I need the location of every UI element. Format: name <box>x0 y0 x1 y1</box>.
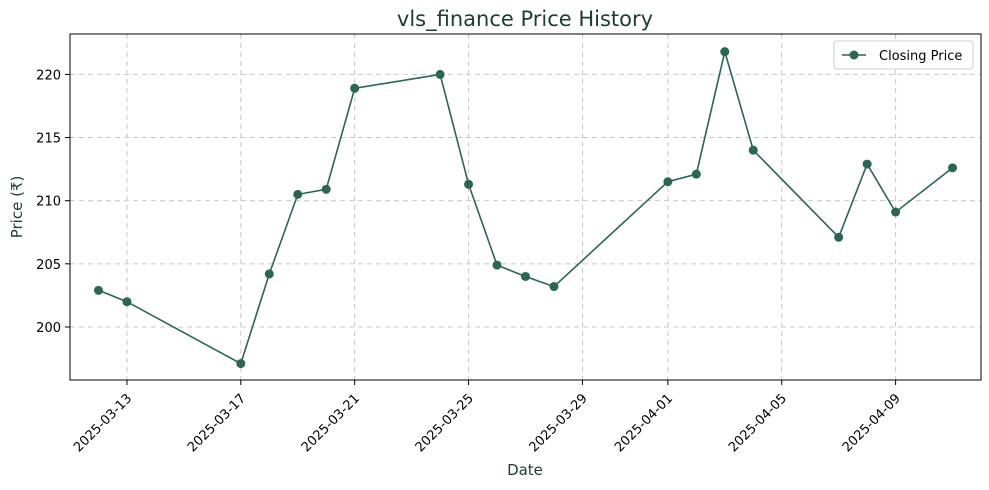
data-point <box>862 159 872 169</box>
y-axis: 200 205 210 215 220 <box>36 68 70 336</box>
legend-box <box>833 40 974 70</box>
data-point <box>691 169 701 179</box>
data-point <box>748 145 758 155</box>
plot-frame <box>69 33 982 381</box>
chart-title: vls_finance Price History <box>397 7 653 32</box>
data-point <box>264 269 274 279</box>
x-tick-label: 2025-03-17 <box>185 391 249 455</box>
series-line-closing-price <box>98 48 953 365</box>
y-tick-label: 210 <box>36 195 61 210</box>
x-axis: 2025-03-13 2025-03-17 2025-03-21 2025-03-25… <box>71 380 904 455</box>
x-tick-label: 2025-04-09 <box>840 391 904 455</box>
x-tick-label: 2025-04-01 <box>612 391 676 455</box>
data-point <box>521 271 530 281</box>
data-point <box>891 207 901 217</box>
data-point <box>236 359 246 369</box>
x-tick-label: 2025-04-05 <box>726 391 790 455</box>
legend: Closing Price <box>833 40 974 70</box>
data-point <box>293 189 303 199</box>
data-point <box>663 177 673 187</box>
data-point <box>350 83 360 93</box>
legend-label: Closing Price <box>879 49 962 64</box>
x-tick-label: 2025-03-21 <box>299 391 363 455</box>
data-point <box>122 297 132 307</box>
data-point <box>492 260 502 270</box>
grid-lines <box>70 34 981 380</box>
data-point <box>435 69 445 79</box>
data-point <box>93 285 103 295</box>
y-tick-label: 205 <box>36 258 61 273</box>
y-tick-label: 220 <box>36 68 61 83</box>
legend-marker <box>849 50 859 60</box>
data-point <box>720 47 730 57</box>
x-axis-title: Date <box>507 461 543 479</box>
data-point <box>464 179 474 189</box>
y-axis-title: Price (₹) <box>8 176 26 239</box>
x-tick-label: 2025-03-29 <box>527 391 591 455</box>
series-layer <box>93 47 958 369</box>
y-tick-label: 200 <box>36 321 61 336</box>
y-tick-label: 215 <box>36 132 61 147</box>
data-point <box>948 163 958 173</box>
data-point <box>549 282 559 292</box>
x-tick-label: 2025-03-25 <box>413 391 477 455</box>
x-tick-label: 2025-03-13 <box>71 391 135 455</box>
data-point <box>321 184 331 194</box>
data-point <box>834 232 844 242</box>
